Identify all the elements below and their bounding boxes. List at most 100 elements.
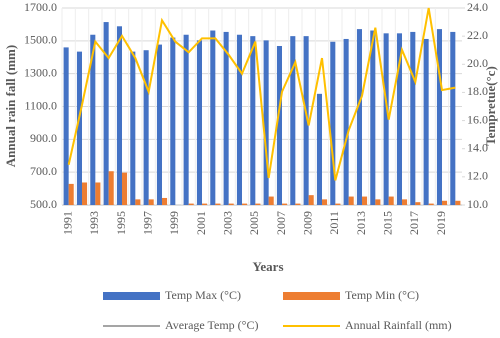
x-axis-title: Years (252, 259, 283, 274)
bar (415, 202, 421, 205)
bar (162, 197, 168, 205)
bar (76, 51, 82, 205)
x-tick-label: 2011 (327, 211, 341, 235)
legend-swatch (283, 292, 340, 300)
bar (90, 34, 96, 205)
bar (116, 26, 122, 205)
bar (348, 196, 354, 205)
y2-tick-label: 12.0 (467, 169, 488, 183)
bar (263, 40, 269, 205)
bar (308, 195, 314, 205)
x-tick-label: 1993 (87, 211, 101, 235)
y2-tick-label: 20.0 (467, 56, 488, 70)
x-tick-label: 1991 (60, 211, 74, 235)
x-tick-label: 2005 (247, 211, 261, 235)
bar (108, 171, 114, 205)
bar (383, 33, 389, 206)
bar (303, 36, 309, 206)
bar (423, 38, 429, 206)
x-tick-label: 2003 (220, 211, 234, 235)
x-tick-label: 2017 (407, 211, 421, 235)
bar (210, 30, 216, 206)
bar (143, 50, 149, 205)
bar (156, 44, 162, 206)
bar (370, 30, 376, 206)
bar (402, 199, 408, 205)
bar (276, 45, 282, 205)
bar (268, 196, 274, 205)
legend-label: Temp Min (°C) (345, 288, 419, 302)
bar (250, 36, 256, 206)
bar (188, 203, 194, 205)
bar (410, 31, 416, 205)
bar (330, 41, 336, 206)
y2-tick-label: 24.0 (467, 0, 488, 14)
bar (202, 203, 208, 205)
y-tick-label: 1500.0 (24, 33, 57, 47)
bar (396, 33, 402, 206)
legend-label: Average Temp (°C) (165, 318, 258, 332)
bar (290, 36, 296, 206)
line (67, 7, 456, 181)
bar (442, 200, 448, 205)
bar (103, 22, 109, 206)
x-tick-label: 1997 (140, 211, 154, 235)
x-tick-label: 2019 (434, 211, 448, 235)
bar (343, 38, 349, 206)
bar (82, 182, 88, 205)
bar (148, 199, 154, 205)
x-tick-label: 2001 (194, 211, 208, 235)
y-tick-label: 1100.0 (24, 98, 57, 112)
bar (436, 29, 442, 205)
bar (282, 203, 288, 205)
bar (388, 196, 394, 205)
bar (428, 203, 434, 205)
y2-axis-title: Tempretue(°c) (483, 66, 498, 146)
y-tick-label: 1700.0 (24, 0, 57, 14)
bar (95, 182, 101, 205)
bar (196, 40, 202, 205)
bar (335, 203, 341, 205)
bar (170, 37, 176, 205)
bar (228, 203, 234, 205)
bar (255, 203, 261, 205)
bar (215, 203, 221, 205)
legend-swatch (103, 292, 160, 300)
y-axis-title: Annual rain fall (mm) (3, 45, 18, 167)
x-tick-label: 1999 (167, 211, 181, 235)
bar (236, 34, 242, 205)
x-tick-label: 2015 (380, 211, 394, 235)
y-tick-label: 700.0 (30, 164, 57, 178)
bar (455, 200, 461, 205)
bar (450, 31, 456, 205)
bar (375, 199, 381, 205)
y-tick-label: 900.0 (30, 131, 57, 145)
bar (122, 172, 128, 205)
x-tick-label: 2007 (274, 211, 288, 235)
bar (242, 203, 248, 205)
y2-tick-label: 18.0 (467, 84, 488, 98)
bar (362, 196, 368, 205)
y2-tick-label: 14.0 (467, 140, 488, 154)
bar (183, 34, 189, 205)
bar (295, 203, 301, 205)
bar (130, 51, 136, 205)
legend-label: Annual Rainfall (mm) (345, 318, 452, 332)
y-tick-label: 500.0 (30, 197, 57, 211)
bar (223, 31, 229, 205)
x-tick-label: 1995 (114, 211, 128, 235)
bar (322, 199, 328, 205)
bar (68, 183, 74, 205)
y2-tick-label: 10.0 (467, 197, 488, 211)
legend-label: Temp Max (°C) (165, 288, 241, 302)
bar (356, 29, 362, 205)
y-tick-label: 1300.0 (24, 65, 57, 79)
bar (316, 93, 322, 205)
y2-tick-label: 16.0 (467, 112, 488, 126)
x-tick-label: 2009 (300, 211, 314, 235)
bar (135, 199, 141, 205)
y2-tick-label: 22.0 (467, 28, 488, 42)
x-tick-label: 2013 (354, 211, 368, 235)
bar (63, 47, 69, 206)
